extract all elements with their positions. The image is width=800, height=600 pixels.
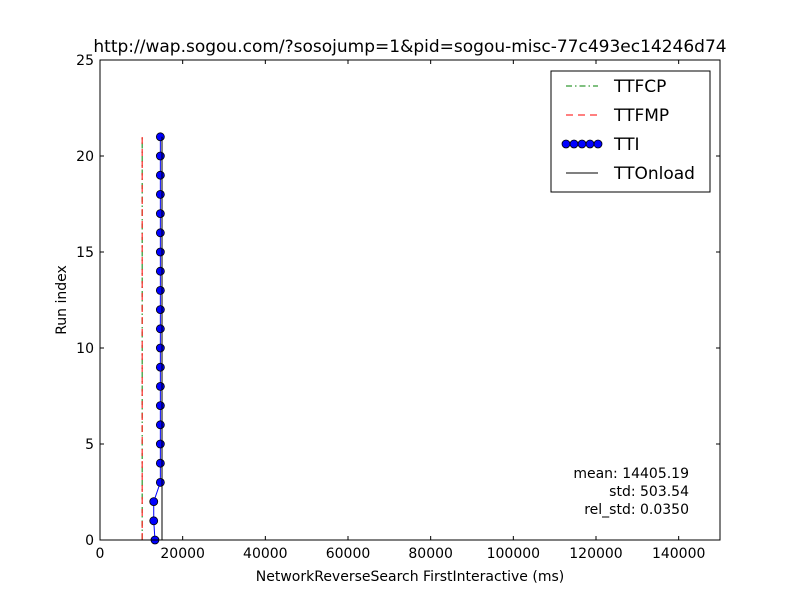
x-tick-label: 20000 [160,546,205,562]
y-tick-label: 5 [85,437,94,453]
legend-swatch-tti [561,139,603,149]
legend-swatch-tti-marker [569,139,579,149]
x-tick-label: 140000 [652,546,705,562]
legend-box [550,70,711,193]
chart-title: http://wap.sogou.com/?sosojump=1&pid=sog… [93,37,726,57]
data-point-tti [155,305,165,315]
x-tick-label: 0 [96,546,105,562]
legend-swatch-tti-marker [577,139,587,149]
ticks-layer: 0 20000 40000 60000 80000 100000 120000 140000 0… [76,53,720,562]
legend: TTFCP TTFMP TTI TTOnload [550,70,711,193]
legend-label-ttfmp: TTFMP [613,106,669,126]
data-point-tti [149,516,159,526]
y-tick-label: 20 [76,149,94,165]
legend-swatch-tti-marker [585,139,595,149]
data-point-tti [155,266,165,276]
y-tick-label: 10 [76,341,94,357]
data-point-tti [149,497,159,507]
data-point-tti [155,362,165,372]
legend-swatch-tti-marker [561,139,571,149]
y-tick-label: 0 [85,533,94,549]
plot-frame [99,59,721,541]
data-point-tti [155,170,165,180]
series-layer [141,132,165,545]
x-axis-label: NetworkReverseSearch FirstInteractive (m… [256,569,564,585]
legend-label-tti: TTI [613,135,639,155]
data-point-tti [155,209,165,219]
data-point-tti [155,132,165,142]
data-point-tti [155,439,165,449]
legend-label-ttfcp: TTFCP [613,77,666,97]
x-tick-label: 80000 [408,546,453,562]
data-point-tti [155,420,165,430]
x-tick-label: 100000 [487,546,540,562]
legend-label-ttonload: TTOnload [613,164,695,184]
data-point-tti [155,401,165,411]
data-point-tti [155,343,165,353]
data-point-tti [155,381,165,391]
data-point-tti [155,228,165,238]
annotation-mean: mean: 14405.19 [573,466,689,482]
series-line-tti [153,136,161,541]
data-point-tti [155,477,165,487]
legend-swatch-tti-marker [593,139,603,149]
y-tick-label: 25 [76,53,94,69]
data-point-tti [155,189,165,199]
data-point-tti [155,247,165,257]
y-tick-label: 15 [76,245,94,261]
data-point-tti [155,324,165,334]
x-tick-label: 40000 [243,546,288,562]
stats-annotation: mean: 14405.19 std: 503.54 rel_std: 0.03… [573,466,689,518]
data-point-tti [155,458,165,468]
x-tick-label: 60000 [326,546,371,562]
data-point-tti [155,285,165,295]
y-axis-label: Run index [54,265,70,335]
annotation-rel-std: rel_std: 0.0350 [584,502,689,518]
data-point-tti [155,151,165,161]
x-tick-label: 120000 [569,546,622,562]
annotation-std: std: 503.54 [609,484,689,500]
